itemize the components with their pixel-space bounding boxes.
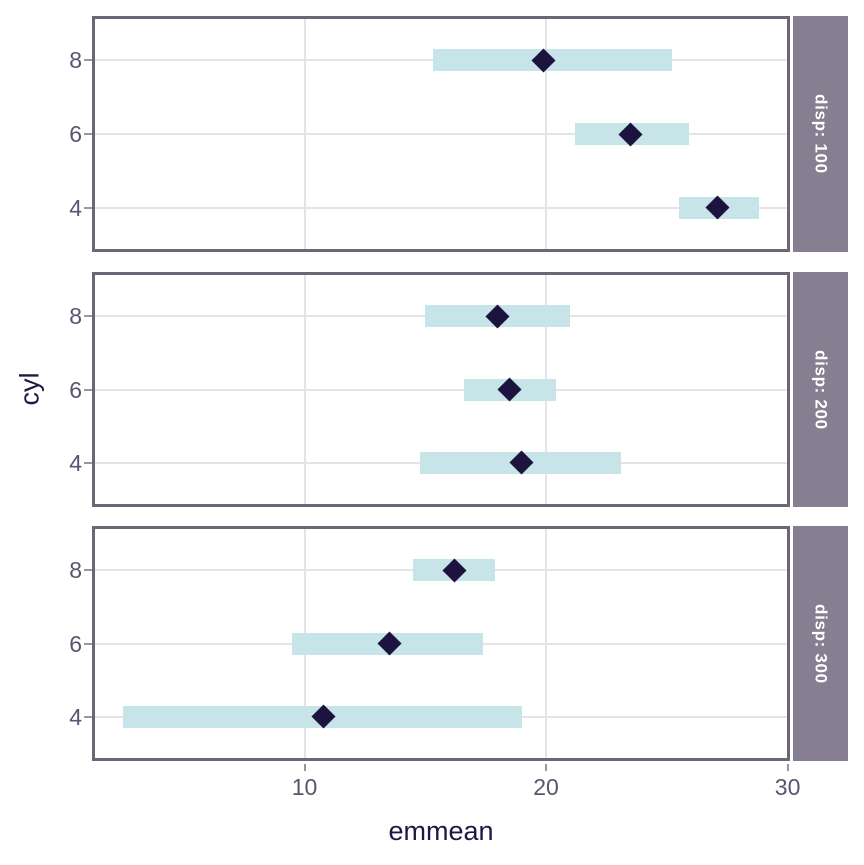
y-tick-mark	[84, 715, 92, 718]
x-tick-label: 10	[291, 774, 318, 800]
y-tick-label: 6	[69, 630, 82, 657]
gridline-y	[92, 133, 790, 135]
x-tick-label: 30	[774, 774, 801, 800]
x-tick-mark	[303, 764, 306, 771]
facet-strip-label: disp: 300	[811, 603, 831, 684]
x-tick-mark	[786, 764, 789, 771]
x-axis-title: emmean	[388, 816, 494, 846]
facet-strip: disp: 200	[793, 272, 848, 507]
y-tick-label: 6	[69, 121, 82, 147]
y-tick-label: 8	[69, 47, 82, 74]
facet-panel	[92, 526, 790, 761]
y-tick-label: 8	[69, 557, 82, 584]
y-tick-mark	[84, 642, 92, 645]
facet-strip-label: disp: 100	[811, 94, 831, 174]
facet-panel	[92, 16, 790, 252]
facet-panel	[92, 272, 790, 507]
y-tick-mark	[84, 388, 92, 391]
y-tick-label: 6	[69, 376, 82, 403]
facet-strip: disp: 100	[793, 16, 848, 252]
y-tick-label: 4	[69, 194, 82, 221]
facet-strip: disp: 300	[793, 526, 848, 761]
y-tick-mark	[84, 133, 92, 135]
gridline-y	[92, 388, 790, 391]
gridline-y	[92, 206, 790, 209]
y-tick-mark	[84, 315, 92, 318]
y-tick-mark	[84, 461, 92, 464]
y-tick-label: 4	[69, 703, 82, 730]
x-tick-label: 20	[533, 774, 559, 800]
y-axis-title: cyl	[14, 372, 45, 406]
y-tick-mark	[84, 206, 92, 209]
y-tick-label: 8	[69, 303, 82, 330]
y-tick-mark	[84, 569, 92, 572]
y-tick-label: 4	[69, 449, 82, 476]
y-tick-mark	[84, 59, 92, 62]
x-tick-mark	[545, 764, 548, 771]
facet-strip-label: disp: 200	[811, 349, 831, 430]
